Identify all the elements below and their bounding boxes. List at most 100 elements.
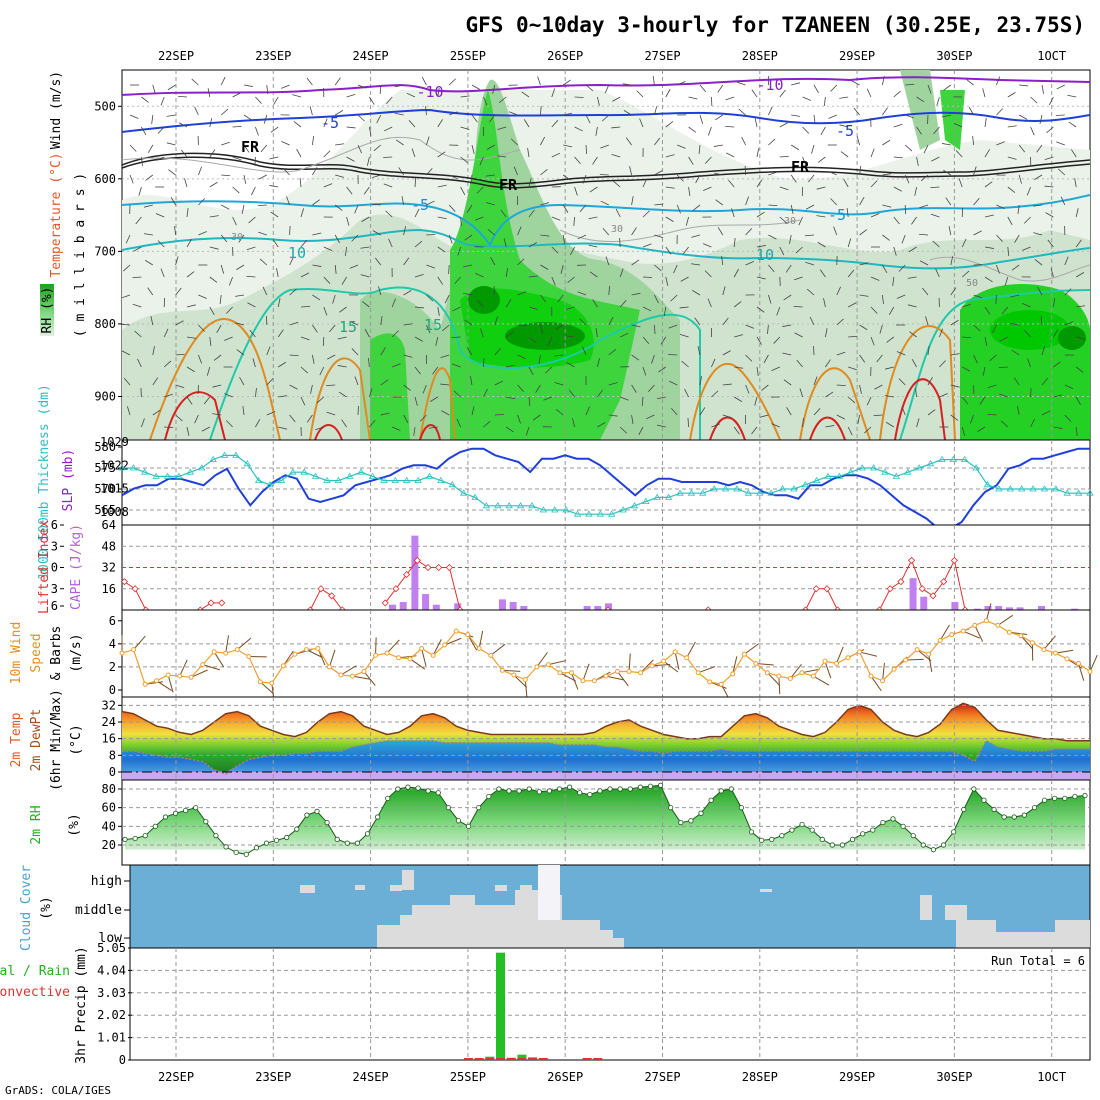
thickness-marker (881, 468, 889, 475)
wind-barb (870, 148, 875, 158)
wind-barb (631, 259, 640, 266)
rh-marker (637, 784, 643, 790)
wind-barb (551, 216, 561, 221)
surface-wind-barb (628, 653, 631, 672)
surface-wind-barb (582, 663, 590, 681)
wind-barb (413, 426, 416, 436)
wind-barb (857, 414, 860, 424)
wind-barb (242, 406, 245, 416)
wind-barb (930, 213, 940, 218)
thickness-marker (152, 472, 160, 479)
wind-barb (369, 126, 372, 136)
wind-barb (337, 365, 347, 368)
wind-barb (911, 216, 917, 225)
wind-barb (1014, 234, 1020, 243)
wind-barb (448, 204, 456, 212)
wind-barb (429, 396, 439, 402)
wind-barb (665, 121, 674, 128)
wind-barb (722, 383, 732, 386)
wind-speed-marker (730, 671, 736, 677)
wind-barb (715, 199, 724, 206)
thickness-marker (323, 476, 331, 483)
wind-barb (882, 173, 892, 176)
wind-barb (688, 156, 694, 165)
wind-barb (688, 186, 691, 196)
wind-barb (486, 202, 495, 206)
contour-label: -5 (321, 114, 339, 132)
wind-barb (663, 306, 667, 316)
wind-barb (334, 204, 343, 211)
wind-barb (973, 230, 982, 236)
wind-barb (476, 186, 484, 194)
wind-barb (896, 351, 906, 356)
wind-barb (232, 92, 241, 98)
convective-bar (582, 1058, 592, 1060)
thickness-marker (494, 502, 502, 509)
wind-barb (882, 204, 892, 208)
wind-barb (654, 234, 664, 239)
wind-barb (1018, 174, 1022, 184)
wind-barb (1053, 298, 1056, 308)
wind-speed-marker (615, 669, 621, 675)
wind-barb (919, 204, 929, 209)
wind-barb (239, 377, 245, 386)
wind-barb (528, 242, 537, 248)
wind-barb (728, 179, 735, 188)
wind-barb (987, 384, 997, 389)
tick-label: 6 (109, 614, 116, 628)
wind-barb (483, 420, 491, 428)
precip-panel: 5.054.043.032.021.010 Run Total = 6 Tota… (0, 941, 1091, 1067)
thickness-marker (835, 472, 844, 479)
wind-barb (809, 316, 815, 326)
cape-bars (389, 535, 1079, 610)
tick-label: 565 (94, 503, 116, 517)
wind-barb (152, 377, 159, 386)
wind-barb (989, 354, 997, 362)
wind-barb (296, 148, 302, 158)
rh-marker (132, 835, 138, 842)
cape-bar (454, 603, 462, 610)
wind-barb (859, 262, 869, 266)
wind-barb (612, 96, 621, 102)
thickness-marker (938, 455, 946, 462)
precip-ticks: 5.054.043.032.021.010 (97, 941, 132, 1067)
wind-barb (734, 366, 744, 369)
wind-barb (392, 426, 401, 432)
wind-speed-marker (707, 679, 713, 685)
wind-barb (489, 114, 496, 123)
surface-wind-barb (1055, 649, 1074, 654)
rh-marker (1072, 793, 1078, 800)
wind-barb (771, 366, 780, 372)
wind-barb (859, 324, 868, 331)
wind-barb (351, 348, 359, 356)
tick-label: 0 (119, 1053, 126, 1067)
wind-barb (403, 414, 409, 424)
wind-barb (1044, 156, 1054, 161)
wind-barb (699, 407, 706, 416)
wind-barb (1018, 144, 1026, 153)
wind-barb (768, 294, 772, 304)
wind-barb (300, 336, 310, 341)
wind-speed-marker (557, 670, 563, 676)
wind-barb (771, 423, 780, 428)
wind-barb (122, 294, 131, 299)
cloud-block (760, 889, 772, 892)
thickness-marker (175, 472, 183, 479)
wind-barb (357, 114, 365, 122)
wind-barb (1041, 84, 1044, 94)
wind-barb (334, 264, 337, 274)
wind-barb (528, 178, 532, 188)
wind-speed-marker (972, 622, 978, 628)
wind-barb (577, 291, 587, 296)
cloud-block (920, 895, 932, 920)
wind-barb (681, 360, 689, 368)
wind-barb (226, 306, 233, 314)
wind-barb (620, 396, 629, 401)
wind-barb (642, 243, 652, 248)
wind-barb (802, 96, 812, 101)
thickness-marker (437, 476, 445, 483)
wind-barb (722, 317, 729, 326)
tick-label: 800 (94, 317, 116, 331)
wind-barb (953, 122, 963, 128)
thickness-marker (607, 510, 616, 517)
